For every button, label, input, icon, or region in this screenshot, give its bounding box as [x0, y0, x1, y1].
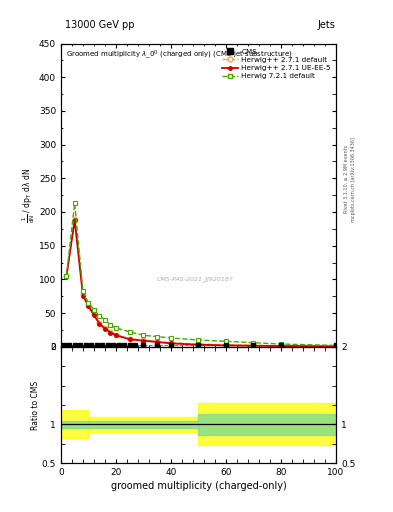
Y-axis label: $\mathregular{\frac{1}{dN}}$ / $\mathregular{dp_T}$ $\mathregular{d\lambda}$ $\m: $\mathregular{\frac{1}{dN}}$ / $\mathreg… [21, 167, 37, 223]
Text: Jets: Jets [318, 19, 335, 30]
Text: 13000 GeV pp: 13000 GeV pp [65, 19, 134, 30]
Text: Groomed multiplicity $\lambda\_0^0$ (charged only) (CMS jet substructure): Groomed multiplicity $\lambda\_0^0$ (cha… [66, 48, 294, 61]
Legend: CMS, Herwig++ 2.7.1 default, Herwig++ 2.7.1 UE-EE-5, Herwig 7.2.1 default: CMS, Herwig++ 2.7.1 default, Herwig++ 2.… [219, 46, 334, 82]
Text: CMS-PAS-2021_JJ920187: CMS-PAS-2021_JJ920187 [157, 276, 234, 282]
Text: mcplots.cern.ch [arXiv:1306.3436]: mcplots.cern.ch [arXiv:1306.3436] [351, 137, 356, 222]
Text: Rivet 3.1.10, ≥ 2.9M events: Rivet 3.1.10, ≥ 2.9M events [344, 145, 349, 214]
X-axis label: groomed multiplicity (charged-only): groomed multiplicity (charged-only) [110, 481, 286, 492]
Y-axis label: Ratio to CMS: Ratio to CMS [31, 380, 40, 430]
